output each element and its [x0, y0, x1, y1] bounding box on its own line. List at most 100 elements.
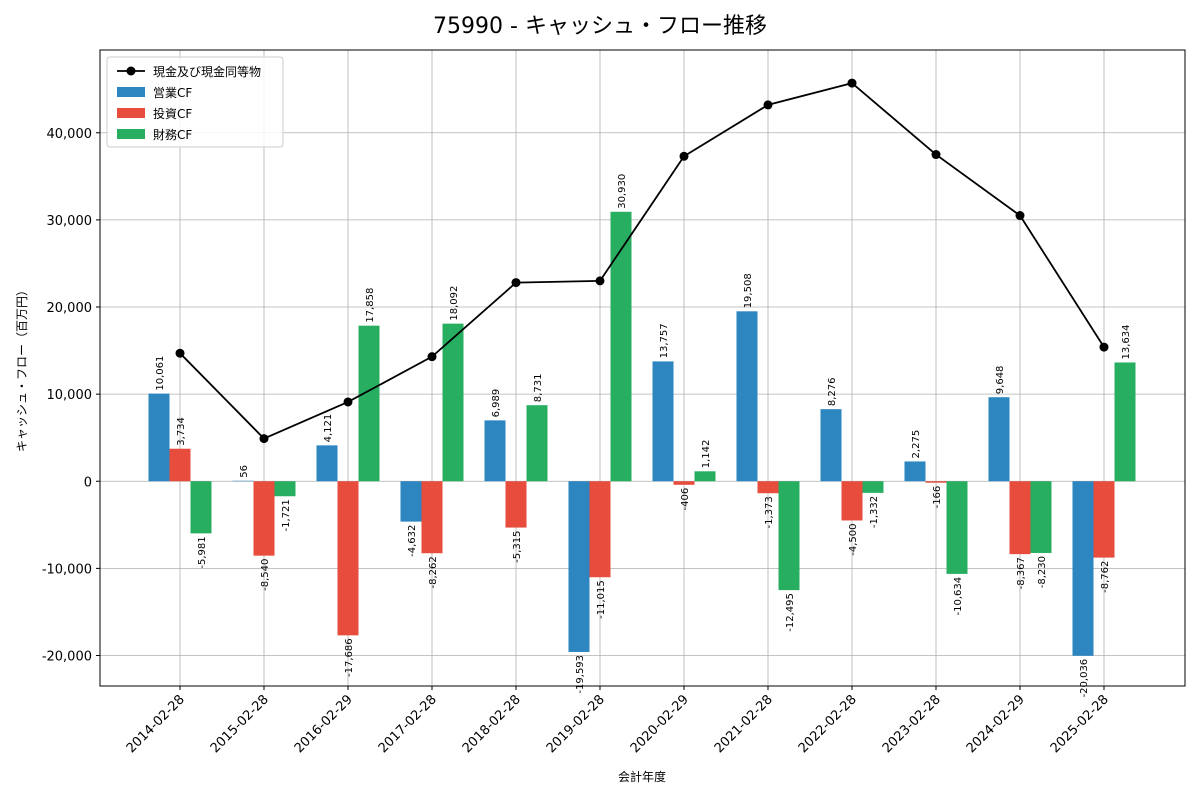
bar: [274, 481, 296, 497]
bar: [568, 481, 590, 652]
bar: [316, 445, 338, 482]
bar-data-label: 30,930: [617, 174, 628, 209]
y-tick-label: 20,000: [47, 301, 93, 316]
data-labels-layer: 10,061 56 4,121 -4,632 6,989 -19,593 13,757 19,…: [155, 174, 1132, 698]
bar-data-label: 13,634: [1121, 324, 1132, 359]
bar: [442, 323, 464, 482]
bar-data-label: -1,721: [281, 499, 292, 531]
legend-bar-swatch: [117, 87, 145, 97]
bar: [694, 471, 716, 482]
bar-data-label: 19,508: [743, 273, 754, 308]
bar-data-label: -4,632: [407, 525, 418, 557]
bar: [400, 481, 422, 522]
x-tick-label: 2014-02-28: [124, 692, 188, 756]
bar: [925, 481, 947, 483]
chart-title: 75990 - キャッシュ・フロー推移: [433, 14, 767, 39]
cash-balance-point: [343, 397, 353, 407]
bar-data-label: -166: [932, 486, 943, 509]
bar: [652, 361, 674, 482]
bar: [610, 211, 632, 482]
bar-data-label: 18,092: [449, 286, 460, 321]
bar: [358, 325, 380, 482]
line-layer: [175, 78, 1109, 444]
bar: [841, 481, 863, 521]
y-tick-label: 40,000: [47, 127, 93, 142]
x-tick-label: 2019-02-28: [544, 692, 608, 756]
legend-label: 投資CF: [153, 106, 192, 121]
bar: [190, 481, 212, 534]
bar-data-label: -8,540: [260, 559, 271, 591]
bar-data-label: 4,121: [323, 414, 334, 443]
x-tick-label: 2016-02-29: [292, 692, 356, 756]
cash-balance-point: [595, 276, 605, 286]
x-tick-label: 2024-02-29: [964, 692, 1028, 756]
bar: [757, 481, 779, 494]
x-tick-label: 2025-02-28: [1048, 692, 1112, 756]
bar: [421, 481, 443, 554]
bar: [589, 481, 611, 578]
bar: [1030, 481, 1052, 553]
bar-data-label: 2,275: [911, 430, 922, 459]
bar-data-label: -1,373: [764, 496, 775, 528]
bar-data-label: -8,367: [1016, 557, 1027, 589]
x-axis-label: 会計年度: [618, 769, 666, 784]
bar-data-label: -20,036: [1079, 659, 1090, 698]
x-tick-label: 2017-02-28: [376, 692, 440, 756]
legend-bar-swatch: [117, 129, 145, 139]
y-tick-label: 10,000: [47, 388, 93, 403]
y-axis-label: キャッシュ・フロー（百万円）: [15, 284, 29, 452]
x-tick-label: 2015-02-28: [208, 692, 272, 756]
bar-data-label: 8,731: [533, 374, 544, 403]
bar-data-label: -5,315: [512, 531, 523, 563]
cash-balance-point: [1015, 211, 1025, 221]
bar-data-label: 1,142: [701, 440, 712, 469]
bar-data-label: 6,989: [491, 389, 502, 418]
bar: [232, 480, 254, 482]
bar: [505, 481, 527, 528]
bar-data-label: -12,495: [785, 593, 796, 632]
cash-balance-point: [259, 434, 269, 444]
bar-data-label: -4,500: [848, 523, 859, 555]
legend-label: 現金及び現金同等物: [153, 64, 261, 79]
bar: [988, 397, 1010, 482]
bar-data-label: -17,686: [344, 638, 355, 677]
bar: [673, 481, 695, 485]
bars-layer: [148, 211, 1136, 656]
bar: [862, 481, 884, 493]
cash-balance-line: [179, 82, 1105, 440]
legend-label: 営業CF: [153, 86, 192, 100]
bar: [1114, 362, 1136, 482]
bar: [484, 420, 506, 482]
bar-data-label: -11,015: [596, 580, 607, 619]
bar-data-label: -5,981: [197, 536, 208, 568]
bar-data-label: -10,634: [953, 577, 964, 616]
x-tick-label: 2021-02-28: [712, 692, 776, 756]
x-tick-label: 2022-02-28: [796, 692, 860, 756]
cash-balance-point: [511, 278, 521, 288]
bar-data-label: 56: [239, 465, 250, 478]
bar: [946, 481, 968, 574]
cash-balance-point: [1099, 342, 1109, 352]
bar: [148, 393, 170, 482]
x-tick-label: 2018-02-28: [460, 692, 524, 756]
bar-data-label: 13,757: [659, 323, 670, 358]
bar-data-label: 10,061: [155, 356, 166, 391]
bar-data-label: 8,276: [827, 378, 838, 407]
legend-box: [106, 56, 284, 148]
cash-balance-point: [175, 348, 185, 358]
bar-data-label: 9,648: [995, 366, 1006, 395]
cash-balance-point: [847, 78, 857, 88]
y-tick-label: -20,000: [42, 650, 92, 665]
x-tick-label: 2023-02-28: [880, 692, 944, 756]
legend-label: 財務CF: [153, 127, 192, 142]
bar-data-label: -1,332: [869, 496, 880, 528]
cash-balance-point: [931, 150, 941, 160]
y-tick-label: -10,000: [42, 562, 92, 577]
y-tick-label: 0: [84, 475, 92, 490]
bar: [778, 481, 800, 591]
bar-data-label: -8,762: [1100, 561, 1111, 593]
bar-data-label: 3,734: [176, 417, 187, 446]
bar: [1093, 481, 1115, 558]
legend-bar-swatch: [117, 108, 145, 118]
